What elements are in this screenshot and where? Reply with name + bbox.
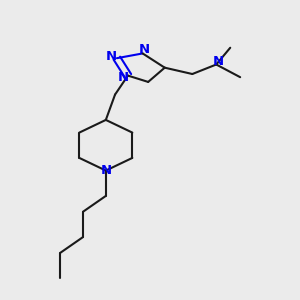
Text: N: N xyxy=(118,71,129,84)
Text: N: N xyxy=(212,55,224,68)
Text: N: N xyxy=(139,43,150,56)
Text: N: N xyxy=(100,164,111,177)
Text: N: N xyxy=(106,50,117,63)
